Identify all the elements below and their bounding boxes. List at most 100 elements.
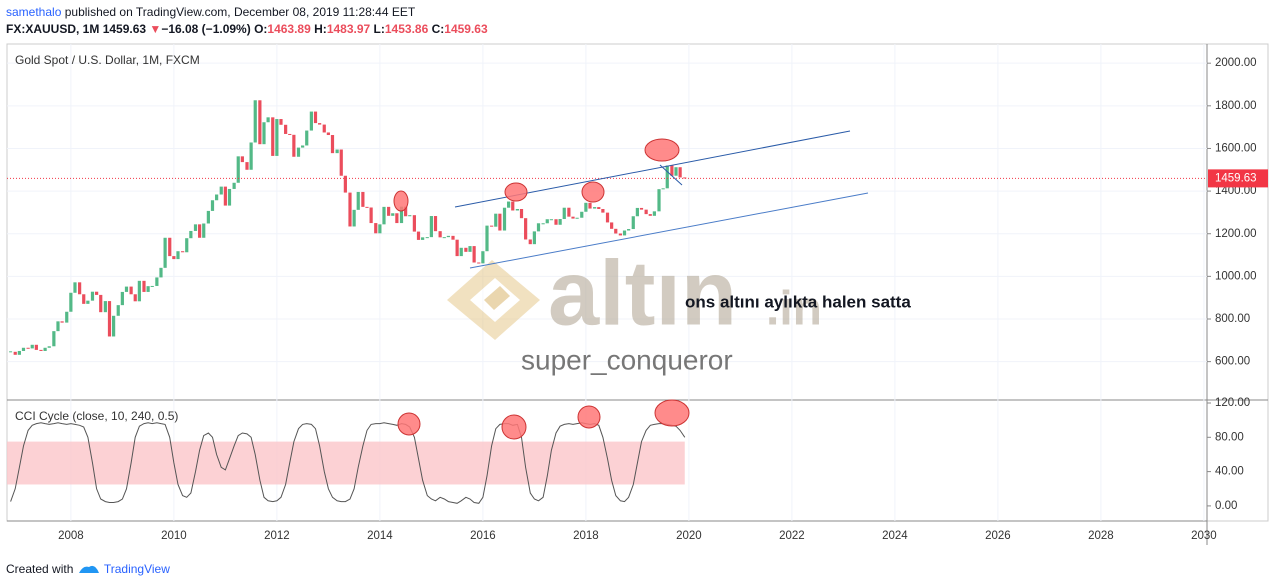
candle	[284, 124, 288, 134]
candle	[674, 167, 678, 176]
candle	[618, 233, 622, 236]
candle	[116, 305, 120, 316]
candle	[142, 280, 146, 292]
candle	[369, 207, 373, 224]
candle	[258, 100, 262, 145]
candle	[652, 211, 656, 216]
x-tick-label: 2022	[779, 530, 805, 542]
y-tick-label: 1400.00	[1215, 185, 1257, 197]
candle	[562, 207, 566, 220]
candle	[451, 235, 455, 240]
candle	[240, 156, 244, 163]
candle	[554, 219, 558, 225]
candle	[429, 216, 433, 238]
annotation: ons altını aylıkta halen satta	[685, 292, 911, 311]
y-tick-label: 40.00	[1215, 466, 1244, 478]
symbol: FX:XAUUSD, 1M	[6, 22, 100, 36]
y-tick-label: 1800.00	[1215, 100, 1257, 112]
candle	[146, 286, 150, 292]
candle	[215, 194, 219, 201]
candle	[86, 300, 90, 304]
candle	[17, 350, 21, 355]
x-tick-label: 2014	[367, 530, 393, 542]
footer: Created with TradingView	[6, 561, 170, 576]
y-tick-label: 600.00	[1215, 356, 1250, 368]
candle	[107, 301, 112, 337]
candle	[185, 238, 189, 253]
candle	[43, 347, 47, 351]
x-tick-label: 2020	[676, 530, 702, 542]
candle	[438, 231, 442, 238]
tv-logo	[78, 565, 99, 573]
candle	[459, 247, 463, 257]
candle	[253, 100, 257, 143]
candle	[524, 218, 528, 240]
last-price-box	[1208, 169, 1268, 188]
candle	[442, 237, 446, 239]
candle	[129, 286, 133, 295]
watermark-brand: altın	[548, 242, 737, 344]
candle	[528, 239, 532, 245]
main-title: Gold Spot / U.S. Dollar, 1M, FXCM	[15, 53, 200, 67]
candle	[416, 231, 421, 240]
candle	[365, 206, 369, 208]
candle	[580, 211, 584, 218]
candle	[477, 262, 481, 264]
candle	[34, 344, 38, 350]
candle	[494, 213, 498, 227]
y-tick-label: 0.00	[1215, 500, 1237, 512]
candle	[639, 207, 644, 210]
candle	[481, 251, 485, 264]
candle	[155, 277, 159, 286]
candle	[249, 142, 253, 170]
candle	[73, 282, 77, 293]
candle	[60, 321, 64, 323]
candle	[202, 223, 206, 238]
candle	[206, 210, 210, 224]
candle	[614, 228, 618, 234]
candle	[301, 145, 305, 148]
low-label: L:	[373, 22, 385, 36]
candle	[571, 216, 575, 219]
candle	[26, 347, 30, 349]
x-tick-label: 2026	[985, 530, 1011, 542]
y-tick-label: 120.00	[1215, 397, 1250, 409]
candle	[90, 291, 95, 301]
candle	[541, 223, 545, 225]
candle	[468, 246, 472, 252]
last-price-label: 1459.63	[1215, 172, 1257, 184]
candle	[82, 294, 86, 304]
candle	[193, 224, 198, 231]
x-tick-label: 2010	[161, 530, 187, 542]
y-tick-label: 800.00	[1215, 313, 1250, 325]
candle	[275, 119, 279, 156]
drawings	[393, 130, 869, 440]
candle	[378, 224, 382, 234]
candle	[601, 208, 605, 213]
candle	[455, 239, 459, 257]
header: samethalo published on TradingView.com, …	[6, 4, 488, 38]
candle	[313, 111, 318, 124]
candle	[683, 177, 687, 179]
candle	[223, 186, 227, 206]
candle	[657, 189, 661, 212]
header-line-1: samethalo published on TradingView.com, …	[6, 4, 488, 21]
candle	[99, 294, 103, 313]
x-tick-label: 2012	[264, 530, 290, 542]
candle	[348, 192, 352, 227]
candle	[56, 321, 60, 332]
grid	[7, 44, 1207, 521]
candle	[532, 231, 536, 245]
candle	[356, 191, 360, 210]
cci-line	[10, 422, 686, 504]
candle	[382, 206, 386, 225]
candle	[335, 149, 339, 154]
candle	[567, 207, 571, 217]
candle	[227, 188, 232, 206]
candle	[339, 149, 343, 176]
high: 1483.97	[326, 22, 371, 36]
arrow: ▼	[149, 22, 162, 36]
candle	[343, 175, 347, 193]
candle	[30, 344, 34, 349]
